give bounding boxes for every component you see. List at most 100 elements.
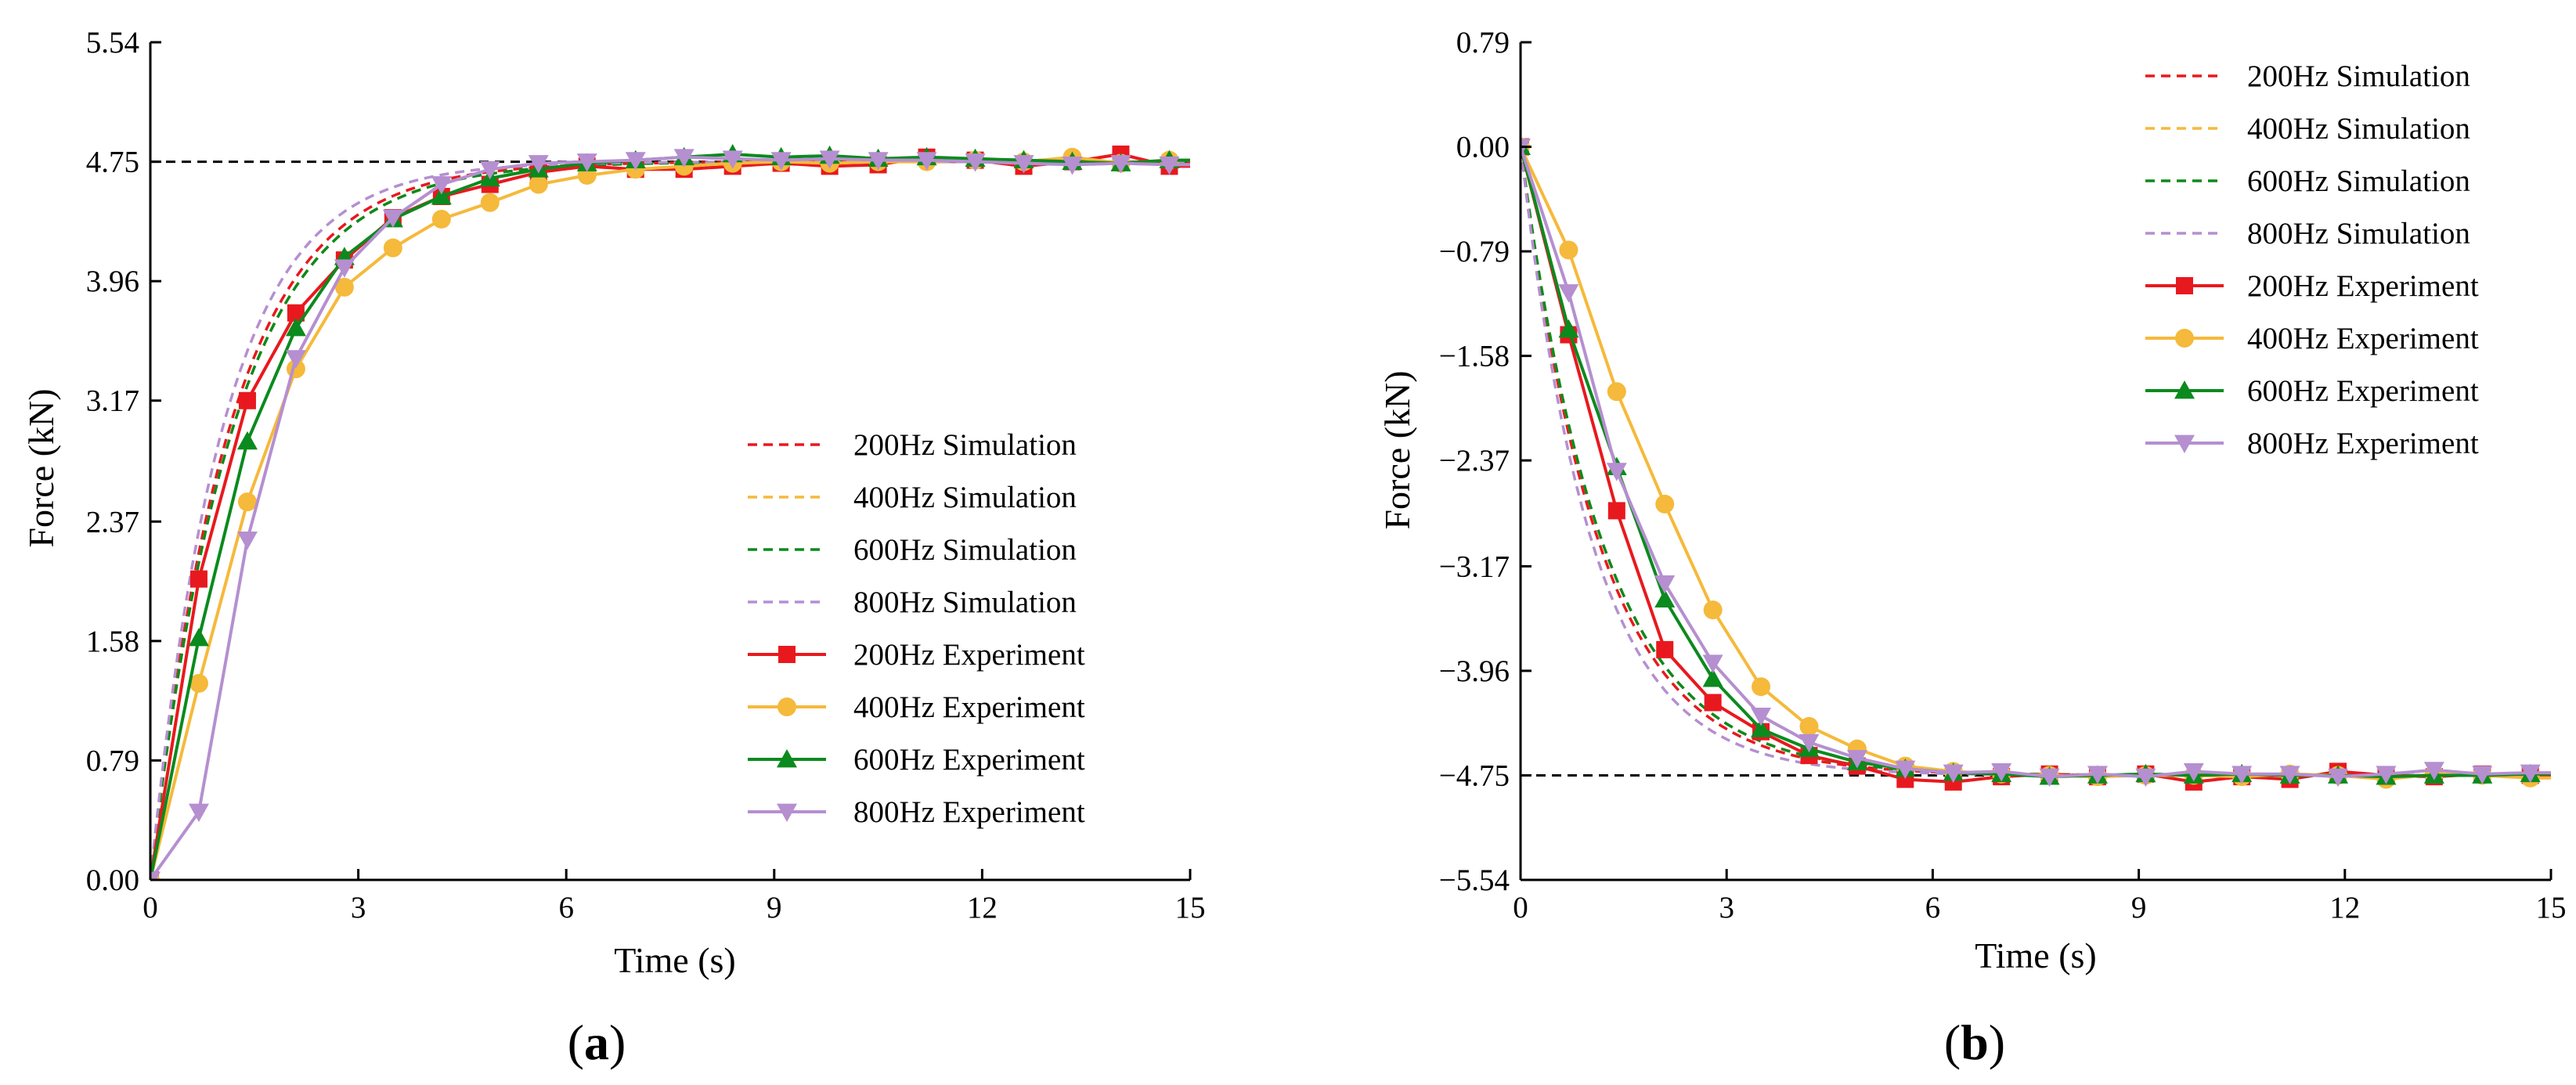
legend-label: 800Hz Simulation [2247, 217, 2470, 251]
data-point [1606, 463, 1627, 481]
series-layer [1521, 136, 2551, 791]
data-point [1799, 734, 1820, 753]
data-point [382, 209, 403, 229]
legend-label: 400Hz Experiment [2247, 322, 2479, 355]
data-point [383, 238, 402, 258]
simulation-line [150, 160, 1190, 880]
legend-item: 800Hz Experiment [2145, 427, 2479, 460]
data-point [431, 186, 452, 205]
y-axis-title: Force (kN) [21, 388, 61, 547]
y-tick-label: 0.79 [86, 744, 139, 777]
legend-label: 200Hz Experiment [2247, 269, 2479, 303]
data-point [1991, 762, 2012, 782]
y-tick-label: 3.96 [86, 265, 139, 298]
data-point [2423, 762, 2444, 780]
y-tick-label: 0.00 [86, 863, 139, 897]
data-point [1703, 600, 1723, 620]
data-point [479, 160, 500, 180]
legend-item: 200Hz Experiment [748, 638, 1085, 672]
x-tick-label: 12 [2329, 891, 2360, 925]
data-point [1062, 157, 1083, 175]
axes: 0.79 0.00 −0.79 −1.58 −2.37 −3.17 −3.96 −4.75 −5… [1439, 26, 2567, 925]
data-point [1110, 155, 1131, 174]
data-point [1521, 139, 1531, 157]
data-point [1607, 502, 1625, 520]
x-axis-title: Time (s) [1975, 935, 2097, 975]
panel-label-a: (a) [568, 1015, 626, 1070]
legend-item: 800Hz Simulation [748, 586, 1077, 619]
x-tick-label: 9 [2131, 891, 2147, 925]
x-tick-label: 15 [2536, 891, 2567, 925]
y-tick-label: 0.79 [1456, 26, 1510, 59]
legend-item: 600Hz Experiment [748, 743, 1085, 777]
data-point [1655, 494, 1675, 514]
data-point [868, 152, 889, 171]
data-point [236, 532, 258, 550]
data-point [528, 155, 549, 174]
y-tick-label: −3.17 [1439, 550, 1510, 583]
legend-item: 800Hz Simulation [2145, 217, 2470, 251]
data-point [1607, 382, 1626, 402]
data-point [1013, 155, 1034, 174]
legend-label: 200Hz Simulation [853, 428, 1077, 462]
data-point [2472, 766, 2493, 784]
panel-label-letter: a [584, 1015, 609, 1070]
x-tick-label: 0 [143, 891, 158, 925]
data-point [334, 259, 355, 278]
panel-label-b: (b) [1944, 1015, 2005, 1070]
data-point [2231, 766, 2253, 784]
x-tick-label: 15 [1175, 891, 1206, 925]
legend-marker [2174, 380, 2195, 399]
legend-item: 600Hz Experiment [2145, 374, 2479, 408]
legend-label: 200Hz Experiment [853, 638, 1085, 672]
x-axis-title: Time (s) [614, 940, 736, 980]
x-tick-label: 12 [967, 891, 998, 925]
x-tick-label: 3 [351, 891, 366, 925]
data-point [1751, 707, 1772, 726]
legend-label: 600Hz Experiment [2247, 374, 2479, 408]
data-point [189, 673, 208, 693]
data-point [2039, 768, 2060, 788]
y-tick-label: 1.58 [86, 625, 139, 658]
data-point [819, 150, 840, 169]
data-point [236, 431, 258, 450]
data-point [2183, 762, 2204, 782]
data-point [673, 149, 695, 168]
data-point [1751, 719, 1772, 737]
data-point [1654, 589, 1676, 608]
y-tick-label: 5.54 [86, 26, 139, 59]
legend-item: 200Hz Simulation [748, 428, 1077, 462]
data-point [150, 871, 161, 880]
legend-label: 200Hz Simulation [2247, 59, 2470, 93]
y-tick-label: −2.37 [1439, 444, 1510, 478]
legend-item: 400Hz Simulation [748, 481, 1077, 514]
data-point [1752, 677, 1771, 697]
legend-label: 800Hz Experiment [2247, 427, 2479, 460]
legend-label: 400Hz Experiment [853, 690, 1085, 724]
legend-item: 600Hz Simulation [2145, 164, 2470, 198]
y-tick-label: −5.54 [1439, 863, 1510, 897]
data-point [1558, 319, 1579, 338]
data-point [916, 152, 937, 171]
legend-label: 400Hz Simulation [2247, 112, 2470, 146]
legend-marker [2175, 329, 2194, 348]
y-tick-label: 2.37 [86, 505, 139, 539]
data-point [1702, 669, 1723, 687]
data-point [965, 153, 986, 172]
data-point [334, 277, 354, 297]
data-point [189, 570, 207, 588]
axes: 0.00 0.79 1.58 2.37 3.17 3.96 4.75 5.54 0 3 6 9 12 15 [86, 26, 1206, 925]
legend: 200Hz Simulation 400Hz Simulation 600Hz Si… [2145, 59, 2479, 460]
legend-item: 400Hz Simulation [2145, 112, 2470, 146]
y-tick-label: −1.58 [1439, 340, 1510, 373]
x-tick-label: 6 [1925, 891, 1941, 925]
y-axis-title: Force (kN) [1377, 370, 1417, 529]
data-point [529, 175, 548, 194]
legend-marker [777, 803, 797, 822]
data-point [2376, 766, 2397, 784]
y-tick-label: −0.79 [1439, 235, 1510, 269]
series-layer [150, 143, 1190, 880]
data-point [1159, 157, 1180, 175]
data-point [1656, 640, 1674, 658]
